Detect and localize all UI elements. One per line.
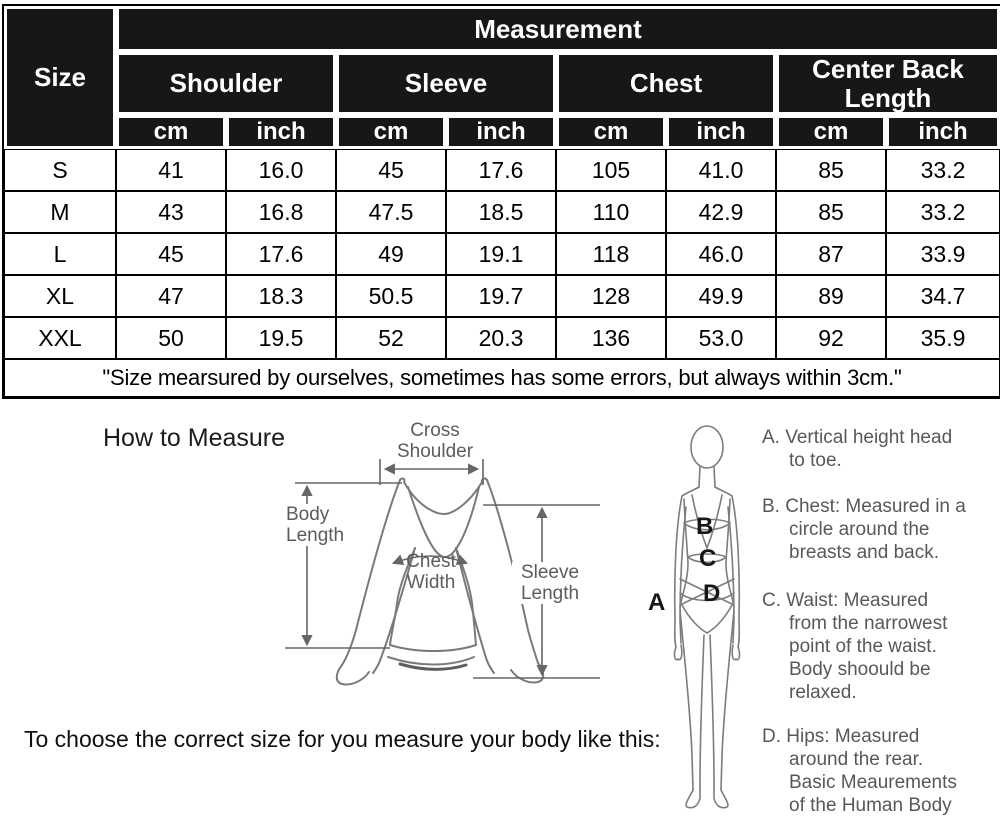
body-outline xyxy=(673,425,741,809)
value-cell: 16.8 xyxy=(226,191,336,234)
value-cell: 89 xyxy=(776,275,886,318)
figure-label-b: B xyxy=(696,513,714,540)
value-cell: 47 xyxy=(116,275,226,318)
instruction-c: C. Waist: Measured from the narrowest poin… xyxy=(762,590,948,703)
value-cell: 18.5 xyxy=(446,191,556,234)
group-header-chest: Chest xyxy=(556,52,776,116)
value-cell: 85 xyxy=(776,191,886,234)
group-header-center-back-length: Center Back Length xyxy=(776,52,1000,116)
value-cell: 105 xyxy=(556,149,666,192)
value-cell: 85 xyxy=(776,149,886,192)
figure-label-a: A xyxy=(648,589,666,616)
value-cell: 16.0 xyxy=(226,149,336,192)
value-cell: 45 xyxy=(116,233,226,276)
size-cell: L xyxy=(4,233,116,276)
dimension-lines xyxy=(285,459,600,679)
group-header-shoulder: Shoulder xyxy=(116,52,336,116)
unit-header: cm xyxy=(556,115,666,150)
unit-header: cm xyxy=(336,115,446,150)
value-cell: 42.9 xyxy=(666,191,776,234)
unit-header: cm xyxy=(116,115,226,150)
measurement-table: Size Measurement Shoulder Sleeve Chest C… xyxy=(4,6,1000,398)
value-cell: 50.5 xyxy=(336,275,446,318)
value-cell: 50 xyxy=(116,317,226,360)
table-title: Measurement xyxy=(116,6,1000,52)
table-row: S 41 16.0 45 17.6 105 41.0 85 33.2 xyxy=(4,149,1000,192)
value-cell: 46.0 xyxy=(666,233,776,276)
value-cell: 19.1 xyxy=(446,233,556,276)
value-cell: 18.3 xyxy=(226,275,336,318)
size-cell: M xyxy=(4,191,116,234)
body-length-label: Body Length xyxy=(286,504,348,546)
value-cell: 47.5 xyxy=(336,191,446,234)
choose-size-text: To choose the correct size for you measu… xyxy=(24,726,661,752)
measure-instructions: A. Vertical height head to toe. B. Chest:… xyxy=(762,0,992,818)
unit-header: inch xyxy=(886,115,1000,150)
figure-label-c: C xyxy=(699,545,717,572)
size-table: Size Measurement Shoulder Sleeve Chest C… xyxy=(2,4,1000,400)
table-row: XXL 50 19.5 52 20.3 136 53.0 92 35.9 xyxy=(4,317,1000,360)
value-cell: 41.0 xyxy=(666,149,776,192)
size-table-body: S 41 16.0 45 17.6 105 41.0 85 33.2 M 43 16.8 47.5 18.… xyxy=(4,149,1000,360)
value-cell: 17.6 xyxy=(446,149,556,192)
figure-label-d: D xyxy=(703,580,721,607)
size-cell: XL xyxy=(4,275,116,318)
value-cell: 118 xyxy=(556,233,666,276)
unit-header: inch xyxy=(446,115,556,150)
value-cell: 34.7 xyxy=(886,275,1000,318)
table-row: L 45 17.6 49 19.1 118 46.0 87 33.9 xyxy=(4,233,1000,276)
value-cell: 17.6 xyxy=(226,233,336,276)
value-cell: 33.9 xyxy=(886,233,1000,276)
value-cell: 19.7 xyxy=(446,275,556,318)
instruction-b: B. Chest: Measured in a circle around the… xyxy=(762,496,966,563)
value-cell: 52 xyxy=(336,317,446,360)
chest-width-label: Chest Width xyxy=(406,551,456,593)
instruction-d: D. Hips: Measured around the rear. Basic M… xyxy=(762,726,957,816)
unit-header: cm xyxy=(776,115,886,150)
value-cell: 136 xyxy=(556,317,666,360)
unit-header: inch xyxy=(666,115,776,150)
size-cell: XXL xyxy=(4,317,116,360)
value-cell: 45 xyxy=(336,149,446,192)
shirt-outline xyxy=(335,477,545,686)
table-note: "Size mearsured by ourselves, sometimes … xyxy=(4,359,1000,398)
value-cell: 110 xyxy=(556,191,666,234)
value-cell: 43 xyxy=(116,191,226,234)
value-cell: 49 xyxy=(336,233,446,276)
value-cell: 128 xyxy=(556,275,666,318)
value-cell: 33.2 xyxy=(886,149,1000,192)
table-row: XL 47 18.3 50.5 19.7 128 49.9 89 34.7 xyxy=(4,275,1000,318)
value-cell: 35.9 xyxy=(886,317,1000,360)
value-cell: 87 xyxy=(776,233,886,276)
instruction-a: A. Vertical height head to toe. xyxy=(762,427,953,471)
cross-shoulder-label: Cross Shoulder xyxy=(396,420,474,462)
value-cell: 53.0 xyxy=(666,317,776,360)
sleeve-length-label: Sleeve Length xyxy=(512,562,588,604)
size-cell: S xyxy=(4,149,116,192)
shirt-measure-diagram xyxy=(285,459,600,686)
value-cell: 33.2 xyxy=(886,191,1000,234)
value-cell: 41 xyxy=(116,149,226,192)
value-cell: 92 xyxy=(776,317,886,360)
group-header-sleeve: Sleeve xyxy=(336,52,556,116)
table-row: M 43 16.8 47.5 18.5 110 42.9 85 33.2 xyxy=(4,191,1000,234)
unit-header: inch xyxy=(226,115,336,150)
how-to-measure-title: How to Measure xyxy=(103,424,286,452)
size-column-header: Size xyxy=(4,6,116,150)
body-figure-diagram xyxy=(673,425,741,809)
value-cell: 49.9 xyxy=(666,275,776,318)
value-cell: 19.5 xyxy=(226,317,336,360)
value-cell: 20.3 xyxy=(446,317,556,360)
